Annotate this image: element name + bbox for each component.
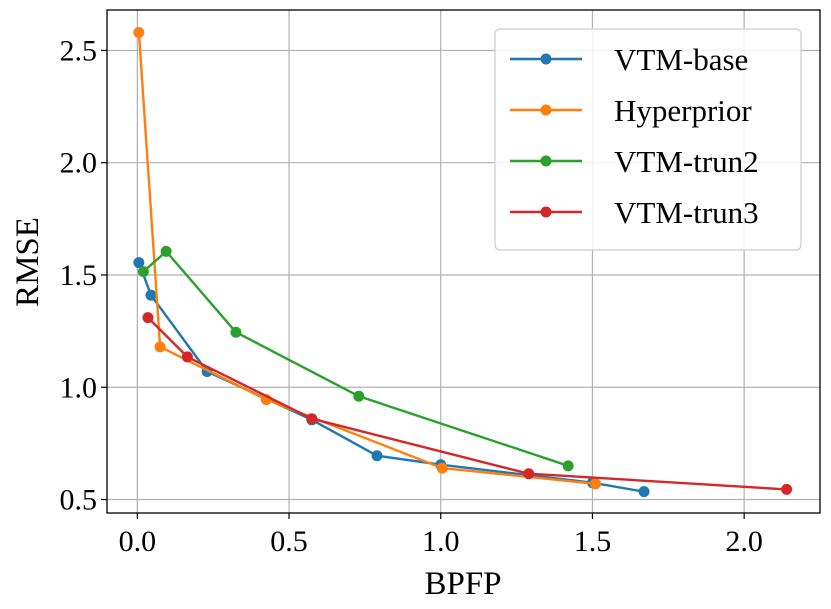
data-point-hyperprior <box>589 478 601 490</box>
y-axis-ticks: 0.5 1.0 1.5 2.0 2.5 <box>60 34 107 517</box>
data-point-vtm-trun3 <box>306 413 318 425</box>
series-line-vtm-trun3 <box>147 316 787 491</box>
series-vtm-trun2 <box>137 245 574 472</box>
data-point-hyperprior <box>436 462 448 474</box>
x-axis-ticks: 0.0 0.5 1.0 1.5 2.0 <box>119 513 763 558</box>
legend-item-vtm-base: VTM-base <box>510 42 748 77</box>
legend-item-hyperprior: Hyperprior <box>510 93 752 128</box>
legend-label: VTM-base <box>614 42 748 77</box>
legend-label: Hyperprior <box>614 93 752 128</box>
data-point-vtm-trun3 <box>142 312 154 324</box>
series-vtm-trun3 <box>142 312 793 495</box>
data-point-vtm-trun2 <box>137 266 149 278</box>
legend-item-vtm-trun3: VTM-trun3 <box>510 195 759 230</box>
x-tick-label: 0.5 <box>270 525 308 558</box>
data-point-vtm-base <box>133 257 145 269</box>
x-tick-label: 1.0 <box>422 525 460 558</box>
data-point-vtm-base <box>145 289 157 301</box>
data-point-vtm-base <box>371 450 383 462</box>
data-point-vtm-trun2 <box>353 390 365 402</box>
series-line-vtm-base <box>137 262 645 493</box>
x-tick-label: 0.0 <box>119 525 157 558</box>
legend-swatch-marker <box>540 206 552 218</box>
data-point-hyperprior <box>133 26 145 38</box>
legend-label: VTM-trun3 <box>614 195 759 230</box>
data-point-vtm-trun2 <box>562 460 574 472</box>
y-tick-label: 2.0 <box>60 147 98 180</box>
legend-item-vtm-trun2: VTM-trun2 <box>510 144 759 179</box>
legend-label: VTM-trun2 <box>614 144 759 179</box>
data-point-vtm-trun2 <box>160 245 172 257</box>
data-point-vtm-trun3 <box>523 468 535 480</box>
data-point-vtm-trun2 <box>230 326 242 338</box>
legend-swatch-marker <box>540 104 552 116</box>
data-point-vtm-trun3 <box>781 483 793 495</box>
legend-swatch-marker <box>540 53 552 65</box>
data-point-vtm-trun3 <box>181 351 193 363</box>
y-tick-label: 0.5 <box>60 484 98 517</box>
legend-box <box>494 28 802 251</box>
y-tick-label: 2.5 <box>60 34 98 67</box>
series-layer <box>133 26 793 498</box>
plot-frame <box>106 9 821 514</box>
x-axis-label: BPFP <box>424 566 501 602</box>
legend: VTM-base Hyperprior VTM-trun2 VTM-trun3 <box>494 28 802 251</box>
y-tick-label: 1.5 <box>60 259 98 292</box>
data-point-hyperprior <box>154 341 166 353</box>
y-tick-label: 1.0 <box>60 371 98 404</box>
series-vtm-base <box>133 257 650 498</box>
x-tick-label: 2.0 <box>725 525 763 558</box>
x-tick-label: 1.5 <box>574 525 612 558</box>
legend-swatch-marker <box>540 155 552 167</box>
y-axis-label: RMSE <box>10 217 46 307</box>
data-point-vtm-base <box>638 486 650 498</box>
